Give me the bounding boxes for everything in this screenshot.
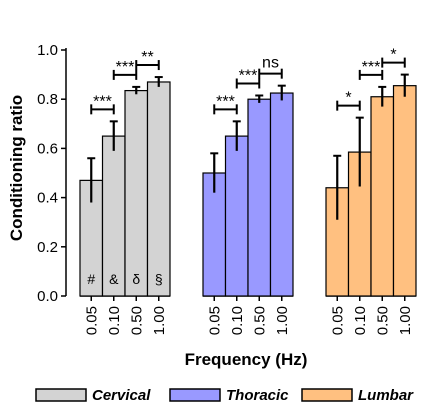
legend-label: Cervical bbox=[92, 387, 151, 404]
y-axis-title: Conditioning ratio bbox=[7, 95, 26, 241]
x-axis-title: Frequency (Hz) bbox=[185, 350, 308, 369]
x-tick-label: 0.10 bbox=[106, 306, 123, 335]
significance-label: * bbox=[390, 47, 396, 64]
significance-label: ns bbox=[262, 55, 279, 72]
legend-swatch bbox=[169, 388, 221, 402]
plot-area: 0.00.20.40.60.81.00.05#0.10&0.50δ1.00§**… bbox=[37, 42, 417, 335]
bar bbox=[269, 92, 294, 297]
legend-label: Thoracic bbox=[226, 387, 289, 404]
x-tick-label: 1.00 bbox=[274, 306, 291, 335]
bar bbox=[146, 81, 171, 297]
bar bbox=[247, 98, 272, 297]
x-tick-label: 1.00 bbox=[397, 306, 414, 335]
bar-annotation: & bbox=[109, 271, 119, 287]
legend-swatch bbox=[301, 388, 353, 402]
x-tick-label: 0.50 bbox=[128, 306, 145, 335]
y-tick-label: 0.0 bbox=[37, 288, 58, 305]
y-tick-label: 1.0 bbox=[37, 42, 58, 59]
y-tick-label: 0.8 bbox=[37, 91, 58, 108]
significance-label: * bbox=[345, 90, 351, 107]
significance-label: *** bbox=[216, 93, 235, 110]
legend-label: Lumbar bbox=[358, 387, 414, 404]
x-tick-label: 0.05 bbox=[206, 306, 223, 335]
significance-label: *** bbox=[93, 93, 112, 110]
x-tick-label: 0.50 bbox=[251, 306, 268, 335]
significance-label: *** bbox=[239, 68, 258, 85]
legend: Cervical Thoracic Lumbar bbox=[35, 387, 414, 404]
y-tick-label: 0.6 bbox=[37, 140, 58, 157]
bar-annotation: δ bbox=[132, 271, 140, 287]
y-tick-label: 0.2 bbox=[37, 239, 58, 256]
x-tick-label: 1.00 bbox=[151, 306, 168, 335]
significance-label: ** bbox=[141, 49, 153, 66]
x-tick-label: 0.05 bbox=[83, 306, 100, 335]
y-tick-label: 0.4 bbox=[37, 190, 58, 207]
x-tick-label: 0.50 bbox=[374, 306, 391, 335]
bar bbox=[392, 85, 417, 297]
bar bbox=[370, 96, 395, 297]
bar bbox=[124, 89, 149, 297]
x-tick-label: 0.10 bbox=[229, 306, 246, 335]
x-tick-label: 0.05 bbox=[329, 306, 346, 335]
significance-label: *** bbox=[362, 59, 381, 76]
bar-annotation: # bbox=[87, 271, 95, 287]
bar bbox=[224, 135, 249, 297]
bar-annotation: § bbox=[155, 271, 163, 287]
significance-label: *** bbox=[116, 59, 135, 76]
x-tick-label: 0.10 bbox=[352, 306, 369, 335]
legend-swatch bbox=[35, 388, 87, 402]
